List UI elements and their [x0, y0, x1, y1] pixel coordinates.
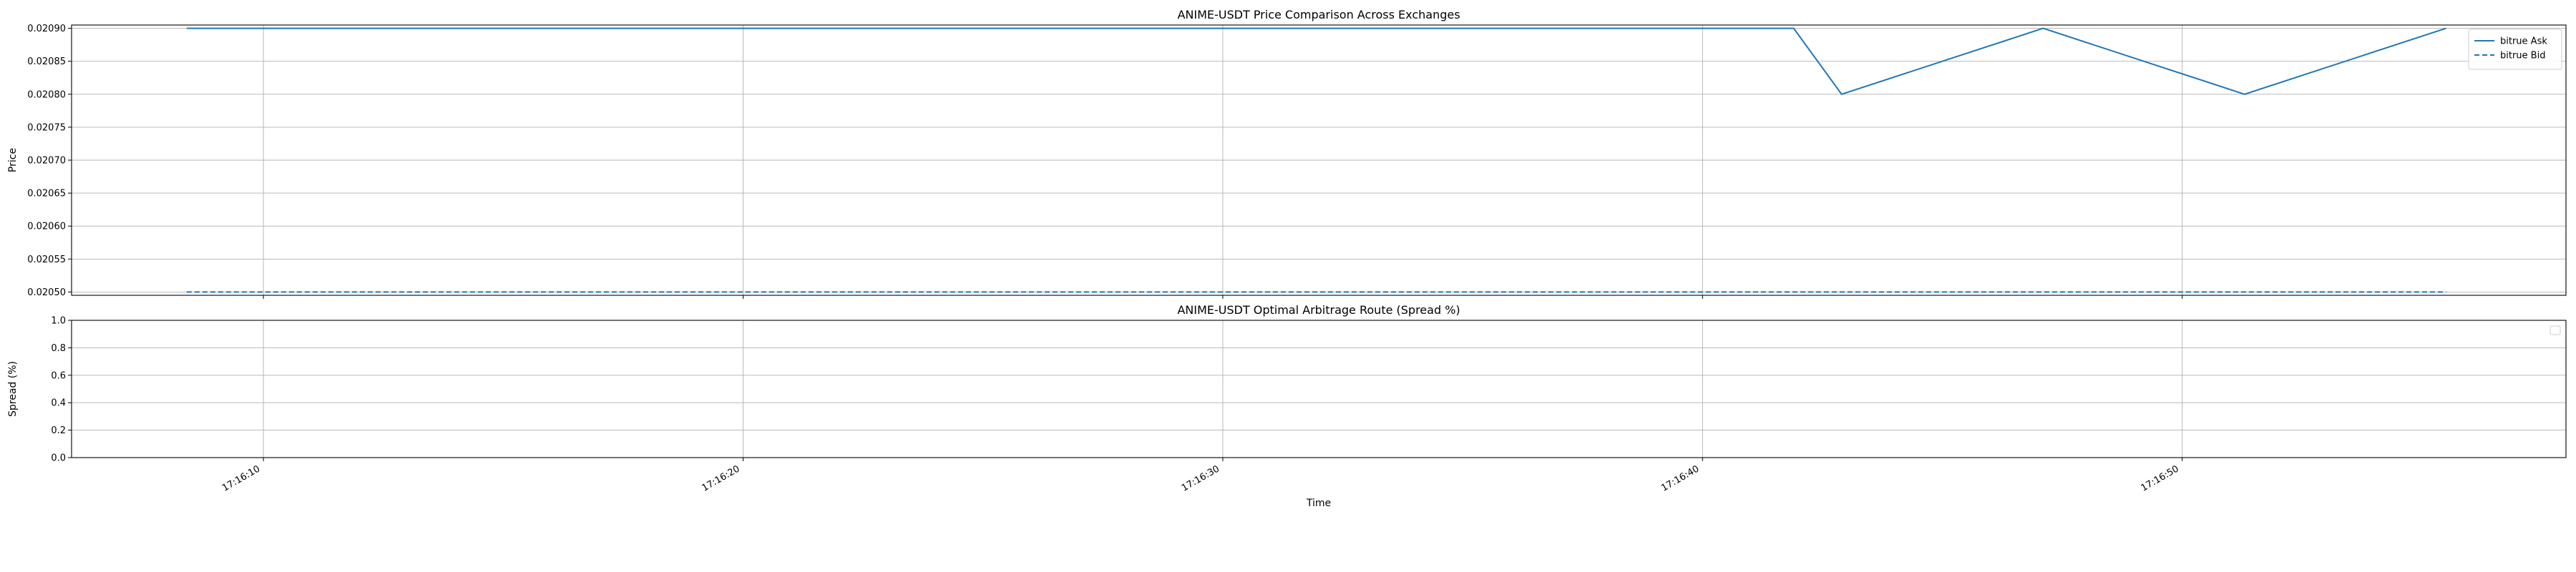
price-y-tick-label: 0.02050	[27, 287, 66, 298]
spread-x-tick-label: 17:16:10	[220, 463, 262, 493]
price-y-tick-label: 0.02060	[27, 222, 66, 232]
spread-x-tick-label: 17:16:30	[1180, 463, 1221, 493]
spread-x-axis: 17:16:10 17:16:20 17:16:30 17:16:40 17:16:50	[220, 458, 2183, 494]
spread-plot-frame	[71, 320, 2567, 458]
price-legend-box	[2468, 29, 2562, 70]
spread-chart-title: ANIME-USDT Optimal Arbitrage Route (Spre…	[1177, 303, 1460, 317]
spread-y-tick-label: 0.8	[51, 343, 66, 354]
price-y-axis-label: Price	[7, 148, 19, 172]
price-y-tick-label: 0.02080	[27, 89, 66, 100]
spread-x-tick-label: 17:16:50	[2140, 463, 2181, 493]
legend-entry-label: bitrue Bid	[2500, 51, 2545, 61]
spread-grid	[72, 320, 2566, 458]
price-y-tick-label: 0.02075	[27, 122, 66, 133]
price-legend: bitrue Ask bitrue Bid	[2468, 29, 2562, 70]
price-series	[186, 27, 2446, 293]
spread-y-tick-label: 1.0	[51, 316, 66, 327]
spread-legend	[2550, 325, 2561, 335]
legend-entry-label: bitrue Ask	[2500, 36, 2547, 47]
price-y-tick-label: 0.02055	[27, 255, 66, 265]
price-x-axis	[263, 295, 2183, 299]
spread-y-tick-label: 0.4	[51, 398, 66, 409]
price-chart-title: ANIME-USDT Price Comparison Across Excha…	[1177, 8, 1460, 21]
price-y-axis: 0.02050 0.02055 0.02060 0.02065 0.02070 0.020…	[27, 24, 72, 298]
price-y-tick-label: 0.02090	[27, 24, 66, 34]
spread-y-tick-label: 0.0	[51, 453, 66, 464]
price-y-tick-label: 0.02070	[27, 156, 66, 167]
spread-y-axis: 0.0 0.2 0.4 0.6 0.8 1.0	[51, 316, 72, 464]
price-chart: 0.02050 0.02055 0.02060 0.02065 0.02070 0.020…	[7, 8, 2567, 299]
spread-legend-box	[2550, 325, 2561, 335]
price-y-tick-label: 0.02065	[27, 189, 66, 199]
spread-y-axis-label: Spread (%)	[7, 361, 19, 417]
series-bitrue-ask-line	[186, 27, 2446, 95]
price-grid	[72, 25, 2566, 295]
spread-y-tick-label: 0.6	[51, 370, 66, 381]
spread-x-tick-label: 17:16:40	[1659, 463, 1701, 493]
spread-chart: 0.00.20.40.60.81.0 17:16:10 17:16:20 17:16…	[7, 303, 2567, 509]
spread-y-tick-label: 0.2	[51, 425, 66, 436]
price-y-tick-label: 0.02085	[27, 56, 66, 67]
spread-x-tick-label: 17:16:20	[700, 463, 741, 493]
spread-x-axis-label: Time	[1306, 498, 1331, 509]
